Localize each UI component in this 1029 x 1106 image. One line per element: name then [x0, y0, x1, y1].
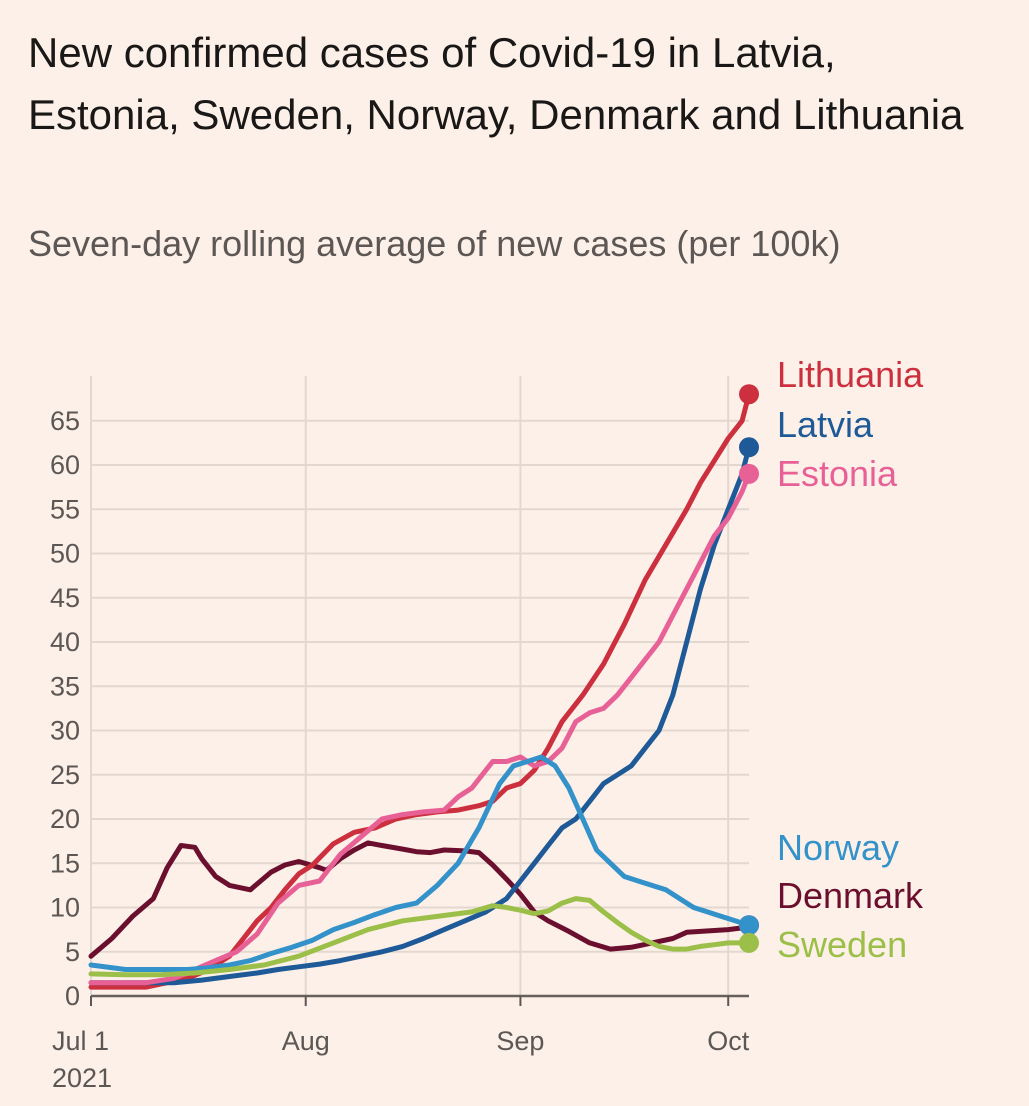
end-point-sweden [739, 932, 759, 953]
series-line-latvia [88, 444, 752, 986]
legend: Denmark Lithuania Latvia Estonia Norway Swede… [777, 354, 924, 965]
y-tick-label: 45 [50, 583, 80, 613]
x-tick-label: Jul 1 [52, 1026, 109, 1056]
y-tick-label: 10 [50, 893, 80, 923]
y-tick-label: 40 [50, 627, 80, 657]
series-line-estonia [88, 471, 752, 986]
legend-label-norway: Norway [777, 827, 899, 868]
legend-label-latvia: Latvia [777, 404, 874, 445]
x-axis-ticks: Jul 1 2021 Aug Sep Oct [52, 996, 750, 1093]
y-tick-label: 60 [50, 450, 80, 480]
y-tick-label: 55 [50, 494, 80, 524]
series-line-norway [88, 754, 752, 972]
x-tick-label: Sep [496, 1026, 544, 1056]
y-tick-label: 30 [50, 716, 80, 746]
end-point-estonia [739, 463, 759, 484]
y-tick-label: 50 [50, 539, 80, 569]
y-tick-label: 35 [50, 671, 80, 701]
x-tick-label: Aug [282, 1026, 330, 1056]
legend-label-denmark: Denmark [777, 875, 924, 916]
series-lines [88, 384, 759, 990]
legend-label-sweden: Sweden [777, 924, 907, 965]
end-point-norway [739, 915, 759, 936]
x-tick-sublabel: 2021 [52, 1063, 112, 1093]
y-axis-ticks: 0 5 10 15 20 25 30 35 40 45 50 55 60 65 [50, 406, 80, 1011]
chart-subtitle: Seven-day rolling average of new cases (… [28, 223, 841, 264]
y-tick-label: 20 [50, 804, 80, 834]
end-point-latvia [739, 437, 759, 458]
x-tick-label: Oct [707, 1026, 750, 1056]
series-line-sweden [88, 896, 752, 978]
y-tick-label: 15 [50, 848, 80, 878]
legend-label-lithuania: Lithuania [777, 354, 924, 395]
legend-label-estonia: Estonia [777, 453, 898, 494]
end-point-lithuania [739, 384, 759, 405]
y-tick-label: 0 [65, 981, 80, 1011]
y-tick-label: 25 [50, 760, 80, 790]
grid-lines [90, 376, 749, 998]
y-tick-label: 5 [65, 937, 80, 967]
y-tick-label: 65 [50, 406, 80, 436]
chart-title: New confirmed cases of Covid-19 in Latvi… [28, 29, 964, 138]
